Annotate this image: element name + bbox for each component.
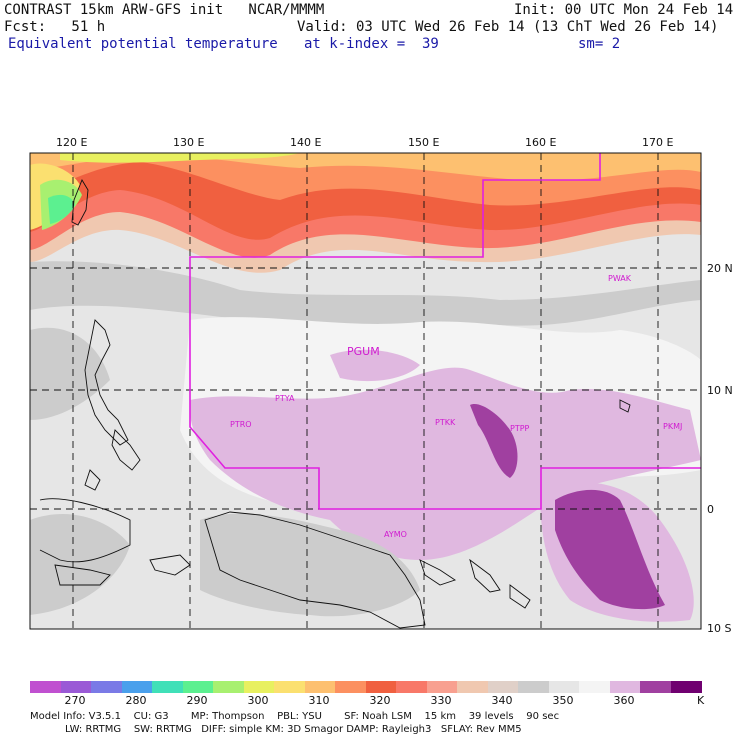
station-pwak: PWAK bbox=[608, 274, 632, 283]
colorbar-swatch bbox=[365, 681, 397, 693]
model-info-line2: LW: RRTMG SW: RRTMG DIFF: simple KM: 3D … bbox=[30, 724, 522, 735]
lat-label-10n: 10 N bbox=[707, 384, 733, 397]
colorbar-tick-label: 310 bbox=[308, 694, 330, 707]
domain-boundary bbox=[189, 153, 701, 510]
band-365 bbox=[189, 367, 701, 560]
core-370-north bbox=[470, 404, 518, 478]
colorbar-swatch bbox=[304, 681, 336, 693]
colorbar-swatch bbox=[457, 681, 488, 693]
colorbar-swatch bbox=[243, 681, 275, 693]
colorbar-swatch bbox=[213, 681, 244, 693]
colorbar-tick-label: 360 bbox=[613, 694, 635, 707]
colorbar-tick-label: 330 bbox=[430, 694, 452, 707]
colorbar-tick-label: 280 bbox=[125, 694, 147, 707]
colorbar-swatch bbox=[609, 681, 641, 693]
colorbar-swatch bbox=[670, 681, 702, 693]
colorbar-tick-label: 290 bbox=[186, 694, 208, 707]
colorbar-swatch bbox=[426, 681, 458, 693]
colorbar-tick-label: 270 bbox=[64, 694, 86, 707]
lon-label-140: 140 E bbox=[290, 136, 322, 149]
lon-label-120: 120 E bbox=[56, 136, 88, 149]
station-aymo: AYMO bbox=[384, 530, 407, 539]
lat-label-10s: 10 S bbox=[707, 622, 732, 635]
station-ptpp: PTPP bbox=[510, 424, 530, 433]
band-350-land bbox=[200, 513, 420, 617]
band-350 bbox=[30, 261, 701, 326]
colorbar-swatch bbox=[640, 681, 671, 693]
lat-lon-grid bbox=[30, 153, 701, 629]
colorbar-swatch bbox=[579, 681, 610, 693]
valid-time: Valid: 03 UTC Wed 26 Feb 14 (13 ChT Wed … bbox=[297, 19, 719, 35]
station-ptro: PTRO bbox=[230, 420, 252, 429]
colorbar-swatch bbox=[396, 681, 427, 693]
field-label: Equivalent potential temperature bbox=[8, 36, 278, 52]
level-label: at k-index = 39 bbox=[304, 36, 439, 52]
station-pgum: PGUM bbox=[347, 345, 380, 358]
band-365-north bbox=[330, 349, 420, 382]
colorbar-swatch bbox=[182, 681, 214, 693]
station-pkmj: PKMJ bbox=[663, 422, 682, 431]
colorbar-swatch bbox=[487, 681, 519, 693]
colorbar-swatch bbox=[548, 681, 580, 693]
colorbar-swatch bbox=[274, 681, 305, 693]
forecast-hour: Fcst: 51 h bbox=[4, 19, 106, 35]
colorbar-swatch bbox=[30, 681, 61, 693]
lon-label-170: 170 E bbox=[642, 136, 674, 149]
lon-label-150: 150 E bbox=[408, 136, 440, 149]
band-320 bbox=[30, 153, 701, 181]
band-310 bbox=[60, 153, 300, 163]
init-time: Init: 00 UTC Mon 24 Feb 14 bbox=[514, 2, 734, 18]
colorbar-swatch bbox=[121, 681, 153, 693]
band-300 bbox=[48, 194, 75, 224]
band-350-west bbox=[30, 327, 110, 420]
colorbar-swatch bbox=[152, 681, 183, 693]
colorbar-tick-label: 320 bbox=[369, 694, 391, 707]
core-370-east bbox=[555, 489, 665, 610]
model-info-line1: Model Info: V3.5.1 CU: G3 MP: Thompson P… bbox=[30, 711, 560, 722]
colorbar-tick-label: 340 bbox=[491, 694, 513, 707]
lat-label-20n: 20 N bbox=[707, 262, 733, 275]
lon-label-160: 160 E bbox=[525, 136, 557, 149]
colorbar-unit: K bbox=[697, 694, 705, 707]
colorbar-swatch bbox=[91, 681, 122, 693]
colorbar-tick-label: 350 bbox=[552, 694, 574, 707]
title-line: CONTRAST 15km ARW-GFS init NCAR/MMMM bbox=[4, 2, 325, 18]
colorbar-tick-label: 300 bbox=[247, 694, 269, 707]
station-ptya: PTYA bbox=[275, 394, 295, 403]
lon-label-130: 130 E bbox=[173, 136, 205, 149]
band-350-sw bbox=[30, 514, 130, 615]
colorbar-swatch bbox=[335, 681, 366, 693]
map-frame bbox=[29, 152, 702, 630]
station-labels: PGUM PTYA PTRO PTKK PTPP PKMJ PWAK AYMO bbox=[230, 274, 682, 539]
station-ptkk: PTKK bbox=[435, 418, 456, 427]
smoothing-label: sm= 2 bbox=[578, 36, 621, 52]
colorbar-swatch bbox=[518, 681, 549, 693]
lat-label-eq: 0 bbox=[707, 503, 714, 516]
colorbar-swatch bbox=[60, 681, 92, 693]
coastlines bbox=[39, 178, 631, 629]
